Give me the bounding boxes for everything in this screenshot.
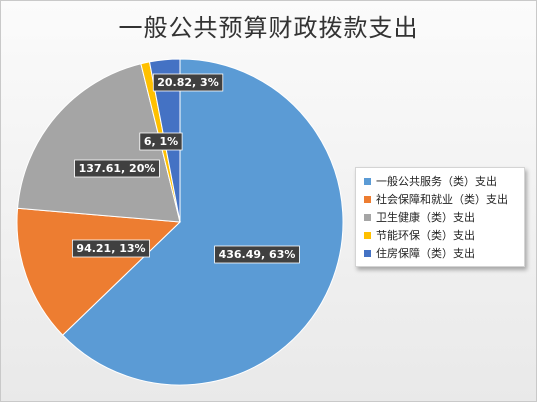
data-label-text: 94.21, 13% [76,242,145,255]
data-label-box [74,159,160,178]
legend-item: 一般公共服务（类）支出 [364,172,524,190]
legend-item: 节能环保（类）支出 [364,226,524,244]
data-label-box [214,245,300,264]
data-label-box [152,73,224,92]
data-label-3: 6, 1% [139,132,183,151]
legend-swatch [364,177,371,185]
data-label-text: 436.49, 63% [219,248,296,261]
legend-swatch [364,213,371,221]
pie-slice-2 [17,63,181,223]
data-label-text: 20.82, 3% [157,76,218,89]
pie-slices [16,58,344,386]
data-label-text: 137.61, 20% [79,162,156,175]
data-label-text: 6, 1% [144,135,178,148]
legend: 一般公共服务（类）支出 社会保障和就业（类）支出 卫生健康（类）支出 节能环保（类）支… [355,167,525,267]
legend-label: 住房保障（类）支出 [376,247,475,260]
data-label-box [139,132,183,151]
chart-title: 一般公共预算财政拨款支出 [118,14,419,42]
data-labels: 436.49, 63% 94.21, 13% 137.61, 20% 6, 1% 20.… [72,73,300,264]
legend-swatch [364,195,371,203]
data-label-box [72,239,150,258]
data-label-2: 137.61, 20% [74,159,160,178]
legend-label: 卫生健康（类）支出 [376,211,475,224]
data-label-4: 20.82, 3% [152,73,224,92]
legend-item: 社会保障和就业（类）支出 [364,190,524,208]
legend-label: 一般公共服务（类）支出 [376,175,497,188]
legend-label: 社会保障和就业（类）支出 [376,193,508,206]
legend-label: 节能环保（类）支出 [376,229,475,242]
data-label-0: 436.49, 63% [214,245,300,264]
legend-swatch [364,231,371,239]
data-label-1: 94.21, 13% [72,239,150,258]
pie-slice-0 [61,58,344,386]
legend-swatch [364,249,371,257]
legend-item: 住房保障（类）支出 [364,244,524,262]
legend-item: 卫生健康（类）支出 [364,208,524,226]
